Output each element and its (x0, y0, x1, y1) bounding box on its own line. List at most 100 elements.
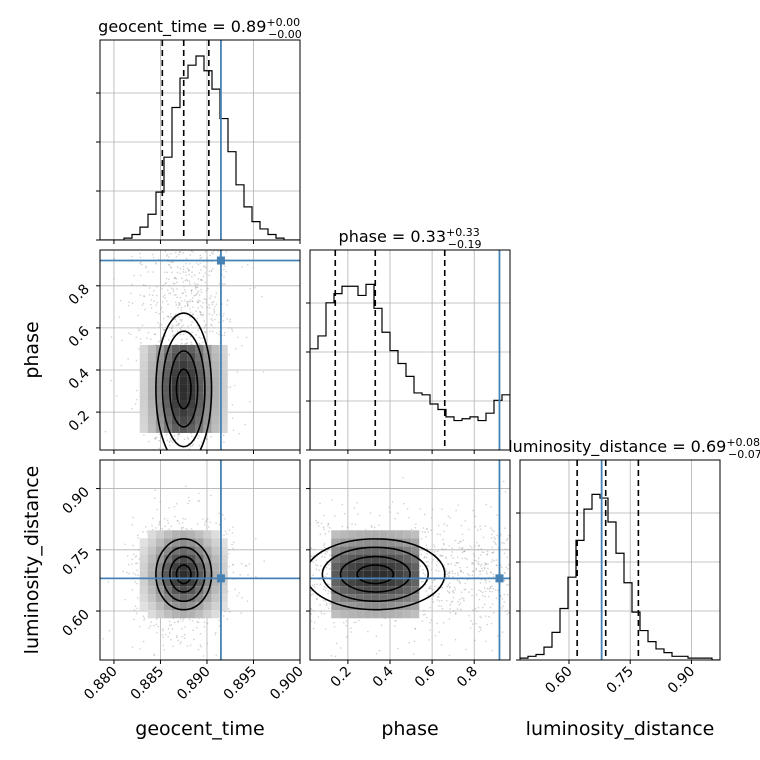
sample-point (140, 263, 143, 266)
sample-point (408, 516, 410, 519)
sample-point (209, 521, 211, 524)
sample-point (195, 310, 197, 312)
sample-point (507, 563, 510, 566)
density-cell (163, 554, 172, 563)
sample-point (460, 540, 462, 543)
density-cell (139, 344, 148, 353)
sample-point (199, 257, 202, 259)
sample-point (180, 641, 182, 643)
sample-point (261, 295, 263, 298)
x-axis-label-phase: phase (381, 718, 438, 740)
sample-point (132, 553, 135, 556)
sample-point (185, 262, 187, 265)
sample-point (163, 329, 165, 332)
sample-point (442, 538, 444, 541)
sample-point (192, 629, 194, 632)
sample-point (170, 327, 173, 330)
sample-point (153, 289, 155, 292)
density-cell (171, 424, 180, 433)
density-cell (187, 546, 196, 555)
density-cell (371, 570, 380, 579)
sample-point (420, 581, 423, 583)
sample-point (179, 267, 182, 270)
sample-point (157, 321, 159, 324)
sample-point (500, 533, 502, 536)
sample-point (156, 618, 158, 620)
sample-point (457, 600, 459, 603)
density-cell (171, 530, 180, 539)
density-cell (195, 570, 204, 579)
sample-point (327, 523, 330, 525)
sample-point (428, 587, 431, 589)
sample-point (238, 432, 240, 435)
density-cell (195, 408, 204, 417)
sample-point (460, 570, 462, 572)
sample-point (313, 586, 316, 588)
sample-point (455, 509, 457, 512)
sample-point (195, 333, 197, 336)
sample-point (325, 566, 328, 569)
sample-point (375, 652, 378, 655)
sample-point (333, 625, 336, 628)
density-cell (163, 400, 172, 409)
sample-point (403, 678, 405, 680)
sample-point (485, 579, 487, 582)
sample-point (197, 500, 200, 502)
sample-point (138, 348, 140, 350)
density-cell (403, 586, 412, 595)
sample-point (505, 539, 508, 542)
sample-point (493, 559, 495, 562)
sample-point (183, 438, 186, 441)
density-cell (171, 546, 180, 555)
sample-point (319, 604, 321, 606)
sample-point (474, 525, 477, 528)
sample-point (489, 587, 492, 589)
sample-point (121, 339, 123, 342)
sample-point (112, 277, 115, 280)
density-cell (219, 392, 228, 401)
sample-point (195, 283, 197, 286)
sample-point (201, 314, 204, 317)
density-layer (139, 344, 420, 619)
sample-point (173, 434, 176, 437)
sample-point (150, 621, 153, 623)
sample-point (343, 512, 346, 515)
sample-point (167, 315, 170, 318)
density-cell (163, 594, 172, 603)
density-cell (155, 416, 164, 425)
sample-point (151, 294, 154, 297)
sample-point (316, 522, 318, 524)
sample-point (185, 342, 188, 345)
sample-point (472, 563, 475, 565)
sample-point (449, 516, 451, 519)
density-cell (379, 538, 388, 547)
density-cell (219, 352, 228, 361)
density-cell (179, 368, 188, 377)
density-cell (187, 368, 196, 377)
sample-point (197, 290, 200, 293)
sample-point (459, 540, 461, 543)
sample-point (223, 312, 225, 315)
sample-point (213, 308, 215, 310)
sample-point (485, 562, 488, 565)
sample-point (210, 435, 212, 438)
sample-point (171, 441, 174, 444)
sample-point (205, 323, 207, 326)
density-cell (195, 554, 204, 563)
density-cell (195, 400, 204, 409)
sample-point (187, 502, 189, 505)
density-cell (155, 586, 164, 595)
sample-point (496, 635, 499, 637)
sample-point (479, 528, 482, 530)
sample-point (136, 562, 138, 564)
sample-point (176, 296, 178, 299)
density-cell (331, 570, 340, 579)
sample-point (345, 636, 348, 638)
sample-point (471, 562, 474, 564)
sample-point (199, 632, 202, 635)
sample-point (163, 317, 165, 320)
sample-point (168, 444, 171, 447)
title-minus: −0.19 (448, 238, 482, 251)
sample-point (170, 327, 173, 330)
sample-point (471, 574, 474, 577)
